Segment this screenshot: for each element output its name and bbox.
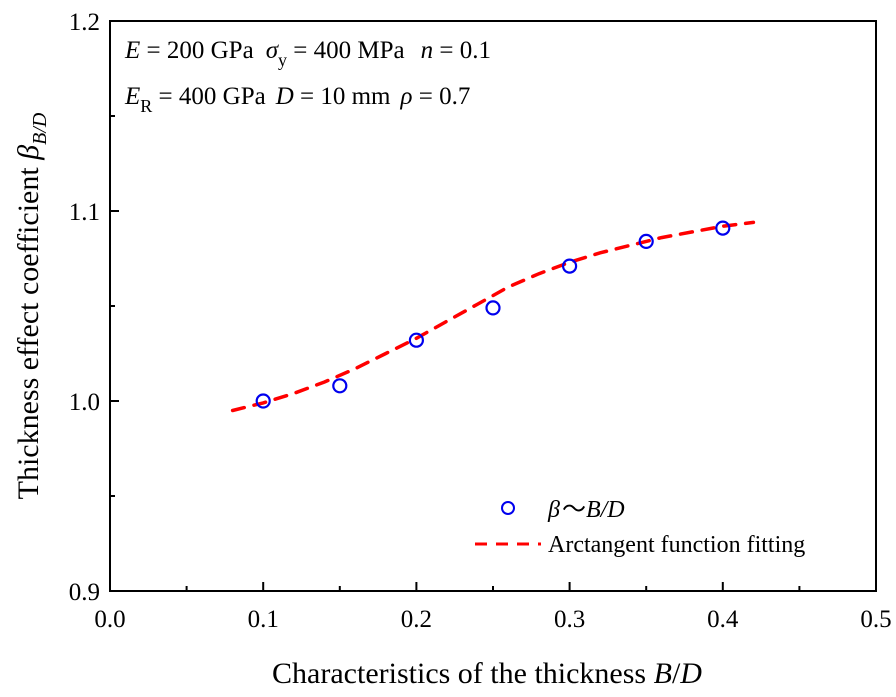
legend-label-scatter: β～B/D — [547, 497, 625, 523]
y-axis-title: Thickness effect coefficient βB/D — [12, 112, 51, 499]
x-tick-label: 0.0 — [94, 606, 125, 633]
legend-label-fit: Arctangent function fitting — [548, 532, 805, 558]
ticks-layer — [109, 20, 877, 592]
data-point — [255, 393, 271, 409]
legend-marker-open-circle — [501, 501, 515, 515]
data-point — [332, 378, 348, 394]
legend: β～B/D Arctangent function fitting — [475, 497, 805, 558]
tick-labels-layer: 0.0 0.1 0.2 0.3 0.4 0.5 0.9 1.0 1.1 1.2 — [69, 9, 892, 633]
x-tick-label: 0.1 — [248, 606, 279, 633]
x-tick-label: 0.2 — [401, 606, 432, 633]
scatter-points-layer — [255, 220, 731, 409]
y-tick-label: 0.9 — [69, 579, 100, 606]
parameter-annotation-line-1: E = 200 GPa σy = 400 MPa n = 0.1 — [124, 37, 491, 70]
data-point — [561, 258, 578, 274]
x-axis-title: Characteristics of the thickness B/D — [272, 657, 702, 690]
parameter-annotation-line-2: ER = 400 GPa D = 10 mm ρ = 0.7 — [124, 83, 470, 116]
fit-curve-line — [230, 220, 756, 413]
data-point — [638, 233, 654, 249]
x-tick-label: 0.5 — [860, 606, 891, 633]
x-tick-label: 0.4 — [707, 606, 739, 633]
data-point — [485, 300, 501, 316]
y-tick-label: 1.1 — [69, 199, 100, 226]
data-point — [408, 332, 424, 348]
y-tick-label: 1.0 — [69, 389, 100, 416]
x-tick-label: 0.3 — [554, 606, 585, 633]
data-point — [715, 220, 731, 236]
fit-curve-layer — [230, 220, 756, 413]
y-tick-label: 1.2 — [69, 9, 100, 36]
